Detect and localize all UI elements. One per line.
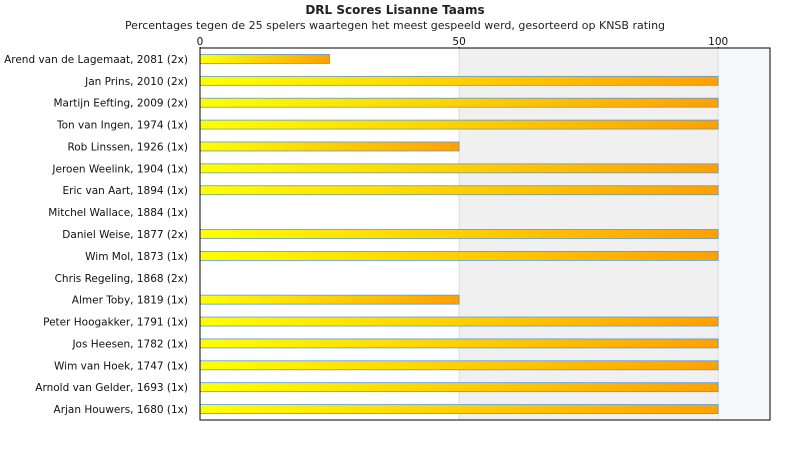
bar — [199, 119, 719, 130]
plot-frame — [199, 47, 771, 421]
bar — [199, 338, 719, 349]
bar — [199, 163, 719, 174]
category-label: Almer Toby, 1819 (1x) — [72, 295, 188, 307]
category-label: Jan Prins, 2010 (2x) — [84, 76, 188, 88]
category-label: Martijn Eefting, 2009 (2x) — [53, 98, 188, 110]
category-label: Ton van Ingen, 1974 (1x) — [56, 120, 188, 132]
bar — [199, 404, 719, 414]
bar — [199, 382, 719, 393]
grid-band-end — [718, 48, 770, 420]
plot-area: 0 50 100 Arend van de Lagemaat, 2081 (2x) Ja… — [4, 36, 771, 421]
bar — [199, 316, 719, 327]
bar — [199, 185, 719, 196]
category-label: Arend van de Lagemaat, 2081 (2x) — [4, 54, 188, 66]
chart-title: DRL Scores Lisanne Taams — [305, 3, 484, 17]
category-label: Rob Linssen, 1926 (1x) — [67, 141, 188, 153]
bar — [199, 75, 719, 86]
category-label: Jos Heesen, 1782 (1x) — [71, 338, 188, 350]
bar — [199, 229, 719, 239]
category-label: Eric van Aart, 1894 (1x) — [63, 185, 189, 197]
category-label: Mitchel Wallace, 1884 (1x) — [48, 207, 188, 219]
category-label: Jeroen Weelink, 1904 (1x) — [51, 163, 188, 175]
category-label: Arnold van Gelder, 1693 (1x) — [35, 382, 188, 394]
chart-subtitle: Percentages tegen de 25 spelers waartege… — [125, 19, 665, 32]
bar — [199, 54, 330, 64]
category-label: Wim van Hoek, 1747 (1x) — [54, 360, 188, 372]
x-tick-label: 0 — [197, 36, 204, 48]
bar — [199, 250, 719, 261]
bar — [199, 294, 460, 305]
x-tick-label: 100 — [708, 36, 728, 48]
category-label: Arjan Houwers, 1680 (1x) — [54, 404, 188, 416]
category-label: Daniel Weise, 1877 (2x) — [62, 229, 188, 241]
bar — [199, 97, 719, 108]
category-label: Chris Regeling, 1868 (2x) — [55, 273, 188, 285]
category-label: Peter Hoogakker, 1791 (1x) — [43, 317, 188, 329]
bar — [199, 141, 460, 152]
category-label: Wim Mol, 1873 (1x) — [85, 251, 188, 263]
bar — [199, 360, 719, 371]
x-tick-label: 50 — [452, 36, 465, 48]
